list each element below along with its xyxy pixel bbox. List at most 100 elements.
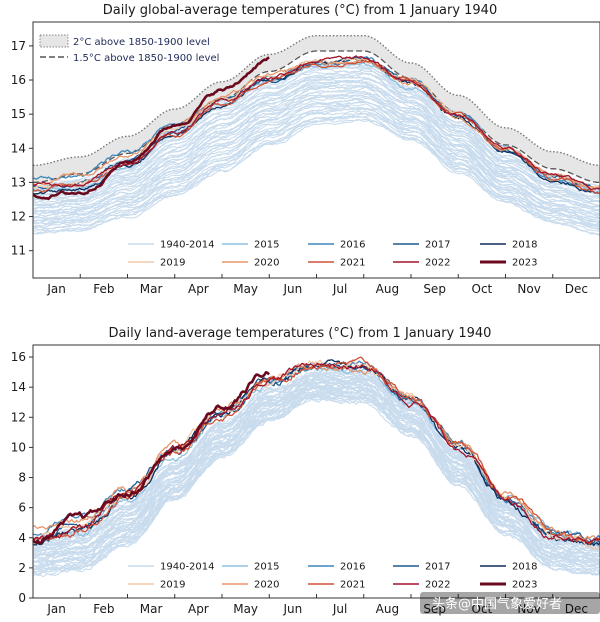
x-tick-label: Jun [283, 602, 303, 616]
reference-1-5c-label: 1.5°C above 1850-1900 level [73, 53, 219, 64]
x-tick-label: Mar [140, 602, 163, 616]
series-line-2023 [32, 370, 271, 546]
climatology-line [32, 368, 600, 547]
legend-label-2022: 2022 [425, 580, 450, 591]
legend-label-2023: 2023 [512, 258, 537, 269]
climatology-line [32, 387, 600, 566]
y-tick-label: 10 [11, 440, 26, 454]
legend-label-2017: 2017 [425, 240, 450, 251]
x-tick-label: Jul [332, 282, 347, 296]
series-line-2022 [32, 55, 600, 191]
x-tick-label: Jun [283, 282, 303, 296]
legend-label-2021: 2021 [340, 580, 365, 591]
reference-2c-label: 2°C above 1850-1900 level [73, 37, 210, 48]
legend-label-2017: 2017 [425, 562, 450, 573]
series-lines [32, 356, 600, 551]
legend-label-1940-2014: 1940-2014 [160, 240, 215, 251]
legend-label-1940-2014: 1940-2014 [160, 562, 215, 573]
legend-label-2018: 2018 [512, 240, 537, 251]
legend-label-2022: 2022 [425, 258, 450, 269]
climatology-line [32, 391, 600, 569]
x-tick-label: Feb [93, 282, 114, 296]
y-axis: 11 12 13 14 15 16 17 [11, 39, 33, 258]
climatology-line [32, 393, 600, 576]
legend-label-2015: 2015 [254, 562, 279, 573]
x-tick-label: Jan [46, 282, 66, 296]
legend-label-2016: 2016 [340, 562, 365, 573]
climatology-line [32, 112, 600, 229]
y-tick-label: 4 [18, 531, 26, 545]
legend-label-2021: 2021 [340, 258, 365, 269]
climatology-line [32, 98, 600, 219]
x-tick-label: May [233, 282, 258, 296]
y-tick-label: 12 [11, 210, 26, 224]
series-line-2022 [32, 362, 600, 544]
chart-title: Daily global-average temperatures (°C) f… [103, 3, 497, 18]
reference-levels [32, 35, 600, 184]
chart-title: Daily land-average temperatures (°C) fro… [109, 326, 492, 341]
climatology-line [32, 72, 600, 198]
reference-1-5c-line [33, 50, 600, 184]
y-tick-label: 13 [11, 175, 26, 189]
legend-label-2015: 2015 [254, 240, 279, 251]
climatology-line [32, 85, 600, 207]
global-temperature-chart: Daily global-average temperatures (°C) f… [11, 3, 600, 296]
legend-label-2018: 2018 [512, 562, 537, 573]
y-tick-label: 15 [11, 107, 26, 121]
series-lines [32, 55, 600, 201]
y-tick-label: 6 [18, 501, 26, 515]
legend-label-2020: 2020 [254, 580, 279, 591]
x-tick-label: Oct [472, 602, 493, 616]
legend-label-2023: 2023 [512, 580, 537, 591]
climatology-line [32, 97, 600, 216]
x-tick-label: Sep [423, 282, 446, 296]
series-line-2020 [32, 58, 600, 190]
legend: 1940-2014 2015 2016 2017 2018 2019 2020 2021 202… [128, 240, 537, 269]
climatology-band [32, 367, 600, 577]
reference-band-fill [33, 35, 600, 183]
series-line-2023 [32, 56, 270, 201]
y-tick-label: 17 [11, 39, 26, 53]
climatology-line [32, 383, 600, 560]
climatology-line [32, 108, 600, 226]
climatology-line [32, 79, 600, 203]
climatology-line [32, 393, 600, 573]
climatology-line [32, 115, 600, 233]
reference-legend: 2°C above 1850-1900 level 1.5°C above 185… [39, 34, 219, 64]
reference-2c-line [32, 35, 600, 167]
legend-label-2016: 2016 [340, 240, 365, 251]
land-temperature-chart: Daily land-average temperatures (°C) fro… [11, 326, 600, 616]
y-tick-label: 16 [11, 350, 26, 364]
climatology-line [32, 86, 600, 208]
watermark: 头条@中国气象爱好者 [420, 592, 600, 614]
y-tick-label: 14 [11, 380, 26, 394]
x-tick-label: Mar [140, 282, 163, 296]
y-tick-label: 0 [18, 591, 26, 605]
x-axis: Jan Feb Mar Apr May Jun Jul Aug Sep Oct Nov Dec [46, 274, 588, 296]
x-tick-label: Aug [376, 282, 399, 296]
x-tick-label: Aug [376, 602, 399, 616]
climatology-line [32, 389, 600, 572]
x-tick-label: May [233, 602, 258, 616]
climatology-line [32, 394, 600, 572]
y-tick-label: 16 [11, 73, 26, 87]
climatology-line [32, 397, 600, 577]
y-tick-label: 8 [18, 471, 26, 485]
x-tick-label: Jan [46, 602, 66, 616]
climatology-line [32, 394, 600, 577]
legend: 1940-2014 2015 2016 2017 2018 2019 2020 2021 202… [128, 562, 537, 591]
legend-label-2019: 2019 [160, 580, 185, 591]
watermark-text: 头条@中国气象爱好者 [432, 596, 562, 612]
y-tick-label: 11 [11, 244, 26, 258]
x-tick-label: Dec [565, 282, 588, 296]
legend-label-2019: 2019 [160, 258, 185, 269]
climatology-line [32, 395, 600, 577]
x-tick-label: Oct [472, 282, 493, 296]
x-tick-label: Dec [565, 602, 588, 616]
x-tick-label: Apr [188, 282, 209, 296]
x-tick-label: Sep [423, 602, 446, 616]
climatology-line [32, 107, 600, 226]
climatology-line [32, 76, 600, 199]
x-tick-label: Nov [517, 602, 540, 616]
